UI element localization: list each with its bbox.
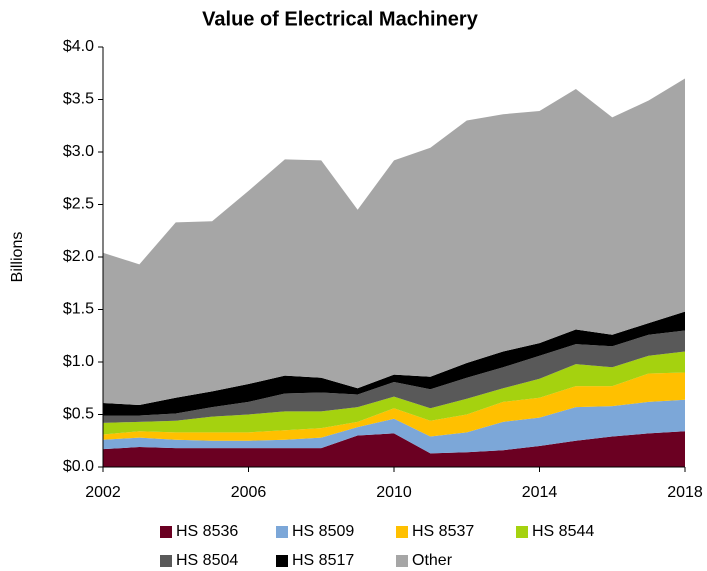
y-tick-label: $3.5 [63, 91, 94, 108]
y-tick-label: $3.0 [63, 143, 94, 160]
legend-swatch [160, 555, 172, 567]
legend-label: Other [412, 552, 453, 569]
legend-label: HS 8509 [292, 523, 354, 540]
y-tick-label: $2.0 [63, 248, 94, 265]
area [103, 431, 685, 467]
y-tick-label: $2.5 [63, 196, 94, 213]
legend-swatch [276, 526, 288, 538]
legend-label: HS 8517 [292, 552, 354, 569]
area [103, 311, 685, 416]
legend-label: HS 8504 [176, 552, 238, 569]
x-tick-label: 2018 [667, 484, 703, 501]
legend-swatch [516, 526, 528, 538]
area [103, 351, 685, 435]
legend-label: HS 8537 [412, 523, 474, 540]
legend-swatch [396, 526, 408, 538]
y-tick-label: $4.0 [63, 38, 94, 55]
x-tick-label: 2014 [522, 484, 558, 501]
x-tick-label: 2006 [231, 484, 267, 501]
area [103, 372, 685, 441]
area [103, 78, 685, 406]
legend-label: HS 8536 [176, 523, 238, 540]
y-tick-label: $1.0 [63, 353, 94, 370]
chart-title: Value of Electrical Machinery [202, 8, 479, 30]
y-tick-label: $0.5 [63, 406, 94, 423]
y-tick-label: $0.0 [63, 458, 94, 475]
x-tick-label: 2010 [376, 484, 412, 501]
legend-swatch [160, 526, 172, 538]
y-axis-label: Billions [9, 232, 26, 283]
x-tick-label: 2002 [85, 484, 121, 501]
legend-label: HS 8544 [532, 523, 594, 540]
legend-swatch [276, 555, 288, 567]
area [103, 399, 685, 454]
y-tick-label: $1.5 [63, 301, 94, 318]
legend-swatch [396, 555, 408, 567]
